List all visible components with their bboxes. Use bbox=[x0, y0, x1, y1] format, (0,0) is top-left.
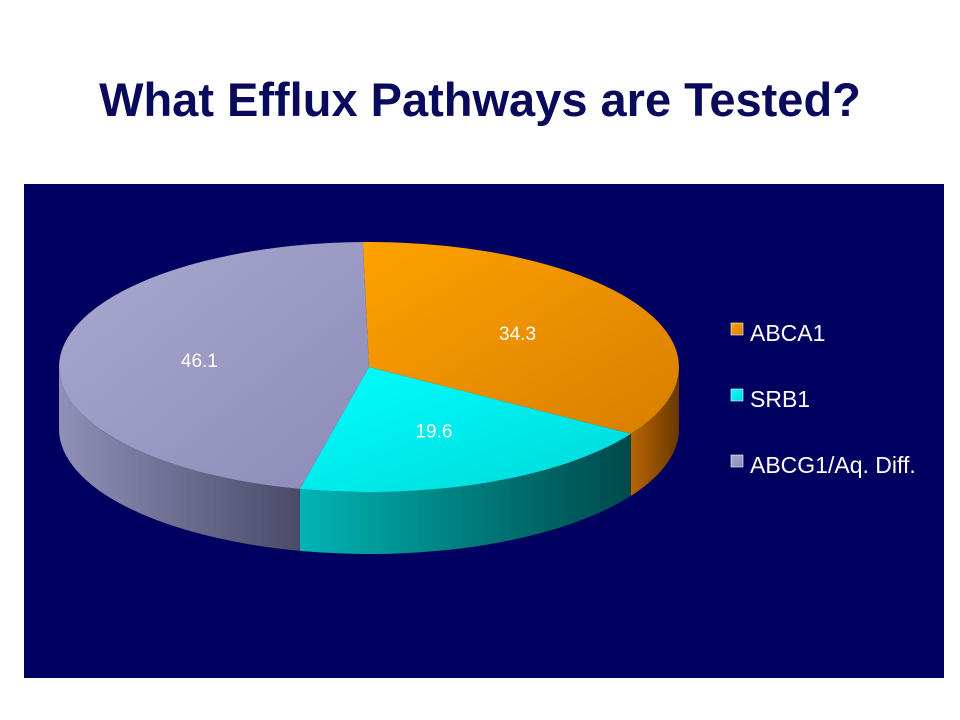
legend-item-abca1: ABCA1 bbox=[730, 320, 825, 346]
pie-side-abcg1-aq-diff bbox=[59, 367, 300, 551]
legend-swatch bbox=[730, 322, 744, 336]
pie-slice-srb1 bbox=[299, 367, 631, 492]
legend-item-abcg1-aq-diff: ABCG1/Aq. Diff. bbox=[730, 452, 916, 478]
legend-label: SRB1 bbox=[750, 386, 810, 412]
pie-side-srb1 bbox=[299, 433, 631, 554]
legend-swatch bbox=[730, 454, 744, 468]
legend-swatch bbox=[730, 388, 744, 402]
data-label-abca1: 34.3 bbox=[499, 324, 536, 345]
pie-chart: 34.3 19.6 46.1 ABCA1 SRB1 ABCG1/Aq. Diff. bbox=[58, 242, 916, 554]
legend-item-srb1: SRB1 bbox=[730, 386, 810, 412]
pie-slice-abcg1-aq-diff bbox=[58, 242, 369, 489]
legend-label: ABCG1/Aq. Diff. bbox=[750, 452, 916, 478]
legend-label: ABCA1 bbox=[750, 320, 825, 346]
pie-side-abca1 bbox=[630, 367, 679, 496]
slide-title: What Efflux Pathways are Tested? bbox=[99, 73, 861, 126]
pie-slice-abca1 bbox=[362, 242, 679, 434]
data-label-abcg1-aq-diff: 46.1 bbox=[181, 351, 218, 372]
chart-panel: 34.3 19.6 46.1 ABCA1 SRB1 ABCG1/Aq. Diff. bbox=[24, 184, 944, 678]
data-label-srb1: 19.6 bbox=[415, 422, 452, 443]
